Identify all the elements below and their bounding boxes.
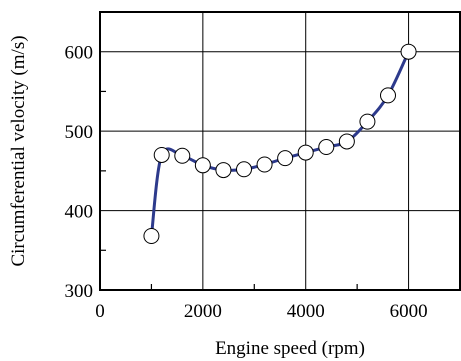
y-tick-label-0: 300 <box>65 281 94 302</box>
data-point-13 <box>400 43 417 60</box>
data-point-7 <box>277 150 294 167</box>
y-tick-label-3: 600 <box>65 43 94 64</box>
data-point-3 <box>194 157 211 174</box>
y-tick-label-1: 400 <box>65 202 94 223</box>
data-point-10 <box>338 133 355 150</box>
data-point-4 <box>215 162 232 179</box>
plot-frame <box>99 11 461 291</box>
data-markers <box>143 43 417 244</box>
data-point-9 <box>318 139 335 156</box>
axis-ticks <box>100 90 358 290</box>
x-tick-label-3: 6000 <box>390 301 428 322</box>
data-point-12 <box>380 87 396 104</box>
x-axis-tick-labels: 0 2000 4000 6000 <box>95 301 427 322</box>
y-axis-tick-labels: 300 400 500 600 <box>65 43 94 302</box>
y-tick-label-2: 500 <box>65 122 94 143</box>
y-axis-label: Circumferential velocity (m/s) <box>8 35 29 266</box>
series-line-0 <box>149 50 411 238</box>
data-point-1 <box>153 146 170 163</box>
x-axis-label: Engine speed (rpm) <box>215 338 365 359</box>
data-point-0 <box>143 227 160 244</box>
x-tick-label-2: 4000 <box>287 301 325 322</box>
x-tick-label-0: 0 <box>95 301 105 322</box>
data-point-5 <box>236 161 252 178</box>
data-series <box>149 50 411 238</box>
data-point-11 <box>359 113 376 130</box>
data-point-8 <box>297 144 314 161</box>
data-point-6 <box>256 156 273 173</box>
x-tick-label-1: 2000 <box>184 301 222 322</box>
data-point-2 <box>174 147 191 164</box>
